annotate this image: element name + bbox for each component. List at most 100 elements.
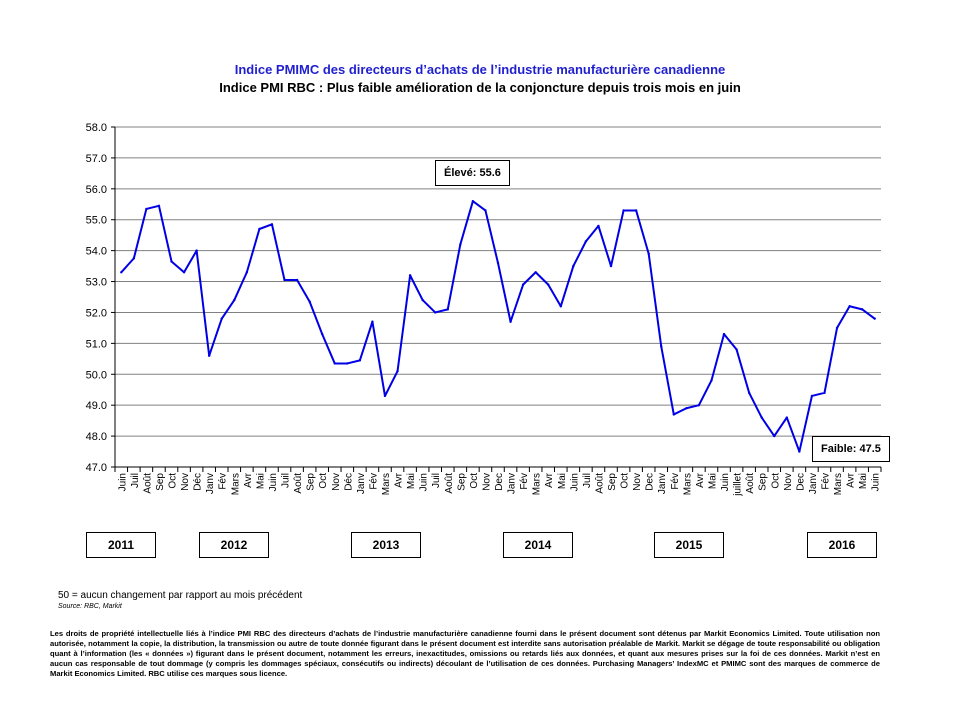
y-tick-label: 58.0 bbox=[86, 122, 107, 134]
data-point bbox=[320, 332, 324, 336]
data-point bbox=[584, 240, 588, 243]
x-tick-label: Mars bbox=[381, 473, 392, 495]
x-tick-label: juillet bbox=[733, 473, 744, 497]
y-tick-label: 55.0 bbox=[86, 215, 107, 227]
x-tick-label: Avr bbox=[695, 472, 706, 487]
x-tick-label: Juil bbox=[431, 473, 442, 488]
data-point bbox=[622, 209, 625, 212]
data-point bbox=[295, 278, 299, 282]
gridlines bbox=[115, 126, 881, 468]
x-tick-label: Juin bbox=[569, 473, 580, 491]
data-point bbox=[459, 243, 462, 246]
data-point bbox=[722, 332, 726, 336]
data-point bbox=[521, 283, 525, 286]
x-tick-label: Nov bbox=[331, 473, 342, 491]
data-point bbox=[270, 223, 274, 226]
data-point bbox=[672, 413, 676, 416]
year-label-2013: 2013 bbox=[351, 532, 421, 558]
x-tick-label: Janv bbox=[808, 473, 819, 494]
data-point bbox=[697, 403, 701, 407]
data-point bbox=[572, 264, 575, 268]
chart-title: Indice PMIMC des directeurs d’achats de … bbox=[234, 62, 726, 77]
x-tick-label: Fév bbox=[519, 473, 530, 490]
data-point bbox=[798, 450, 801, 453]
disclaimer: Les droits de propriété intellectuelle l… bbox=[50, 629, 880, 678]
x-tick-label: Août bbox=[444, 473, 455, 494]
data-point bbox=[182, 271, 186, 274]
year-label-2015: 2015 bbox=[654, 532, 724, 558]
pmi-series-line bbox=[120, 200, 876, 453]
x-tick-label: Mai bbox=[406, 473, 417, 489]
data-point bbox=[810, 394, 814, 398]
y-tick-label: 48.0 bbox=[86, 431, 107, 443]
x-tick-label: Mai bbox=[707, 473, 718, 489]
x-tick-label: Fév bbox=[368, 473, 379, 490]
x-tick-label: Avr bbox=[544, 472, 555, 487]
year-label-2014: 2014 bbox=[503, 532, 573, 558]
x-tick-label: Dec bbox=[795, 473, 806, 491]
x-tick-label: Fév bbox=[670, 473, 681, 490]
y-tick-label: 57.0 bbox=[86, 153, 107, 165]
x-tick-label: Juil bbox=[582, 473, 593, 488]
x-tick-label: Juil bbox=[281, 473, 292, 488]
x-tick-label: Mars bbox=[833, 473, 844, 495]
data-point bbox=[258, 227, 261, 231]
x-tick-label: Juin bbox=[419, 473, 430, 491]
data-point bbox=[597, 224, 600, 228]
x-tick-label: Janv bbox=[205, 473, 216, 494]
data-point bbox=[120, 271, 123, 274]
data-point bbox=[634, 209, 638, 212]
x-tick-label: Avr bbox=[394, 472, 405, 487]
data-point bbox=[647, 252, 650, 255]
data-point bbox=[233, 298, 236, 302]
data-point bbox=[559, 305, 562, 308]
data-point bbox=[785, 416, 789, 419]
data-point bbox=[660, 345, 663, 348]
data-point bbox=[434, 311, 437, 314]
data-point bbox=[145, 207, 148, 211]
x-tick-label: Oct bbox=[168, 473, 179, 489]
y-tick-label: 54.0 bbox=[86, 246, 107, 258]
data-point bbox=[860, 308, 864, 311]
x-tick-label: Mai bbox=[255, 473, 266, 489]
x-tick-label: Janv bbox=[507, 473, 518, 494]
data-point bbox=[609, 264, 613, 268]
data-point bbox=[509, 320, 512, 323]
x-tick-label: Avr bbox=[846, 472, 857, 487]
source-note: Source: RBC, Markit bbox=[58, 603, 122, 610]
x-tick-label: Oct bbox=[620, 473, 631, 489]
data-point bbox=[760, 416, 763, 419]
x-tick-label: Juin bbox=[871, 473, 882, 491]
x-tick-label: Mars bbox=[682, 473, 693, 495]
x-tick-label: Juin bbox=[117, 473, 128, 491]
data-point bbox=[421, 298, 424, 302]
data-point bbox=[207, 354, 211, 357]
data-point bbox=[747, 391, 751, 395]
chart-subtitle: Indice PMI RBC : Plus faible amélioratio… bbox=[219, 80, 741, 95]
x-tick-label: Nov bbox=[180, 473, 191, 491]
year-label-2016: 2016 bbox=[807, 532, 877, 558]
x-tick-label: Mai bbox=[858, 473, 869, 489]
x-tick-label: Sep bbox=[758, 473, 769, 491]
x-tick-label: Août bbox=[745, 473, 756, 494]
x-tick-label: Oct bbox=[770, 473, 781, 489]
year-label-2012: 2012 bbox=[199, 532, 269, 558]
x-tick-label: Juin bbox=[720, 473, 731, 491]
y-tick-label: 56.0 bbox=[86, 184, 107, 196]
data-point bbox=[823, 391, 826, 395]
x-tick-label: Mars bbox=[230, 473, 241, 495]
x-tick-label: Déc bbox=[193, 473, 204, 491]
x-tick-label: Sep bbox=[306, 473, 317, 491]
x-tick-label: Juil bbox=[130, 473, 141, 488]
data-point bbox=[547, 283, 550, 286]
data-point bbox=[710, 379, 713, 382]
data-point bbox=[308, 300, 311, 303]
y-tick-label: 51.0 bbox=[86, 338, 107, 350]
x-tick-label: Déc bbox=[343, 473, 354, 491]
x-axis: Juin Juil Août Sep Oct Nov Déc Janv Fév Mars Avr Ma… bbox=[114, 467, 882, 497]
x-tick-label: Dec bbox=[494, 473, 505, 491]
x-tick-label: Août bbox=[594, 473, 605, 494]
year-label-2011: 2011 bbox=[86, 532, 156, 558]
data-point bbox=[396, 369, 399, 373]
x-tick-label: Fév bbox=[820, 473, 831, 490]
